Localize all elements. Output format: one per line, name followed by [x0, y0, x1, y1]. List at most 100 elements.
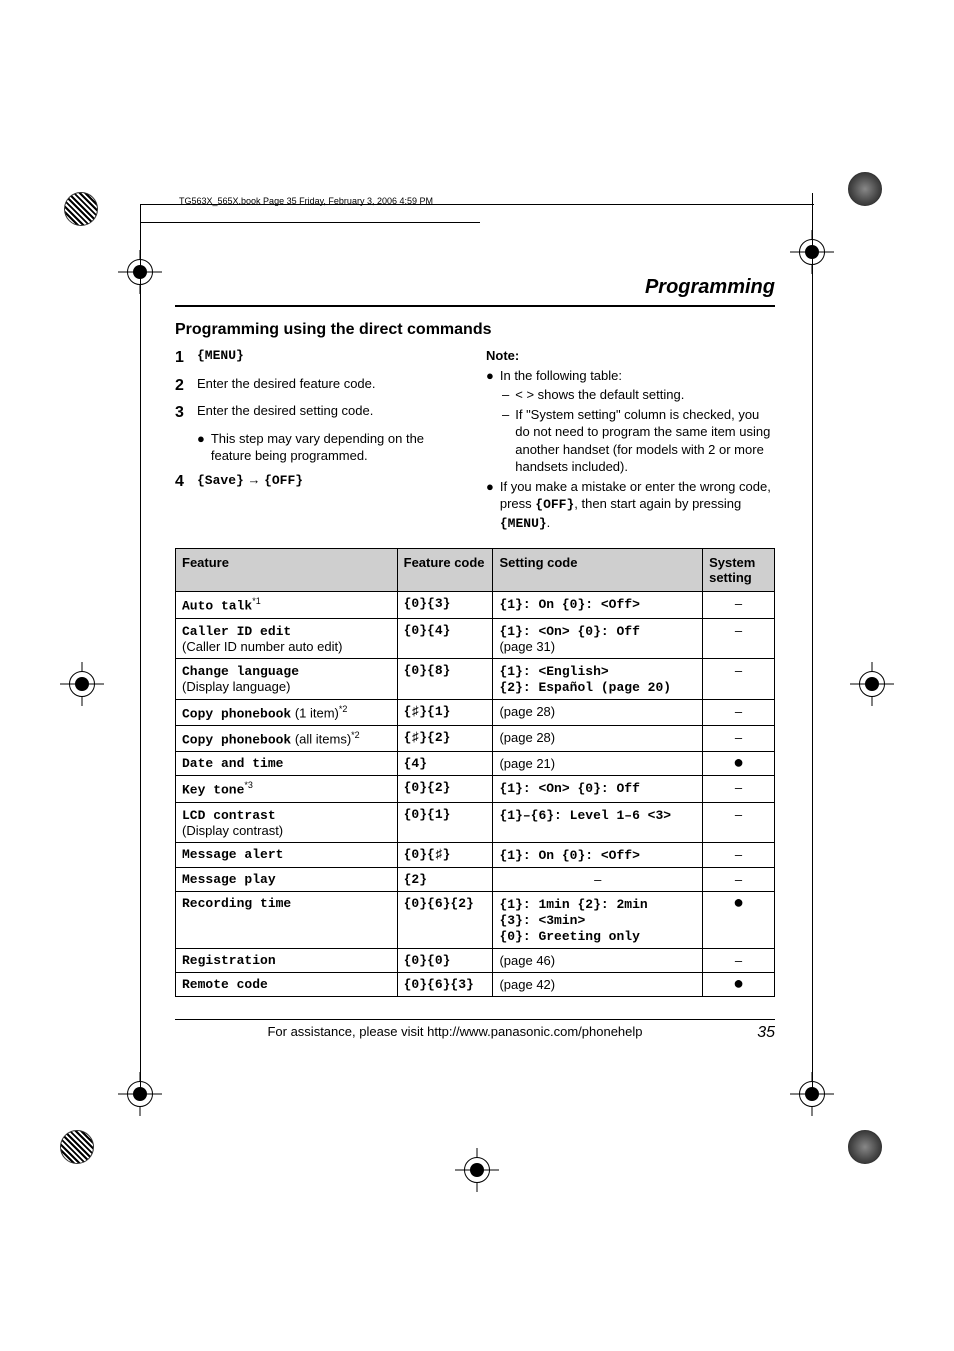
- r4-sub: (1 item): [291, 705, 339, 720]
- guide-left-full: [140, 270, 141, 1094]
- table-row: Message alert {0}{♯} {1}: On {0}: <Off> …: [176, 842, 775, 867]
- page-footer: For assistance, please visit http://www.…: [175, 1019, 775, 1042]
- r12-sys: –: [703, 948, 775, 972]
- guide-left: [140, 204, 141, 270]
- r8-code: {0}{1}: [397, 802, 493, 842]
- print-mark-tr-dark: [848, 172, 882, 206]
- r2-feature: Caller ID edit: [182, 624, 291, 639]
- step-3-sub-text: This step may vary depending on the feat…: [211, 430, 464, 465]
- step-4-save: {Save}: [197, 473, 244, 488]
- note-b1: ●In the following table:: [486, 367, 775, 385]
- intro-columns: 1 {MENU} 2 Enter the desired feature cod…: [175, 347, 775, 534]
- note-b1b-text: If "System setting" column is checked, y…: [515, 406, 775, 476]
- r13-feature: Remote code: [176, 972, 398, 996]
- r1-sup: *1: [252, 596, 261, 606]
- r7-code: {0}{2}: [397, 776, 493, 802]
- r12-setting: (page 46): [493, 948, 703, 972]
- th-code: Feature code: [397, 549, 493, 592]
- step-2-text: Enter the desired feature code.: [197, 375, 376, 397]
- r2-code: {0}{4}: [397, 618, 493, 658]
- table-row: Recording time {0}{6}{2} {1}: 1min {2}: …: [176, 891, 775, 948]
- r10-code: {2}: [397, 867, 493, 891]
- r2-sub: (Caller ID number auto edit): [182, 639, 342, 654]
- note-column: Note: ●In the following table: –< > show…: [486, 347, 775, 534]
- step-num-4: 4: [175, 471, 189, 493]
- r3-code: {0}{8}: [397, 658, 493, 699]
- table-row: Remote code {0}{6}{3} (page 42) ●: [176, 972, 775, 996]
- features-table: Feature Feature code Setting code System…: [175, 548, 775, 996]
- r7-setting: {1}: <On> {0}: Off: [499, 781, 639, 796]
- step-3-text: Enter the desired setting code.: [197, 402, 373, 424]
- print-mark-mr-cross: [850, 662, 894, 706]
- table-row: Date and time {4} (page 21) ●: [176, 752, 775, 776]
- r7-feature: Key tone: [182, 783, 244, 798]
- table-row: Copy phonebook (all items)*2 {♯}{2} (pag…: [176, 726, 775, 752]
- r5-setting: (page 28): [493, 726, 703, 752]
- r3-sys: –: [703, 658, 775, 699]
- note-b1-text: In the following table:: [500, 367, 622, 385]
- r11-sys: ●: [703, 891, 775, 948]
- guide-right-top: [812, 193, 813, 1093]
- r1-feature: Auto talk: [182, 599, 252, 614]
- r2-setting: {1}: <On> {0}: Off: [499, 624, 639, 639]
- r4-sup: *2: [339, 704, 348, 714]
- r4-feature: Copy phonebook: [182, 706, 291, 721]
- r9-code: {0}{♯}: [397, 842, 493, 867]
- r11-s1: {1}: 1min {2}: 2min: [499, 897, 647, 912]
- section-title: Programming: [175, 276, 775, 307]
- r4-sys: –: [703, 699, 775, 725]
- r2-ref: (page 31): [499, 639, 555, 654]
- note-b1a-text: < > shows the default setting.: [515, 386, 684, 404]
- r5-sup: *2: [351, 730, 360, 740]
- th-setting: Setting code: [493, 549, 703, 592]
- r7-sys: –: [703, 776, 775, 802]
- step-1: 1 {MENU}: [175, 347, 464, 369]
- r10-setting: –: [493, 867, 703, 891]
- book-header: TG563X_565X.book Page 35 Friday, Februar…: [179, 196, 775, 206]
- r9-sys: –: [703, 842, 775, 867]
- r12-feature: Registration: [176, 948, 398, 972]
- r3-s2: {2}: Español (page 20): [499, 680, 671, 695]
- print-mark-ml-cross: [60, 662, 104, 706]
- r4-code: {♯}{1}: [397, 699, 493, 725]
- r1-setting: {1}: On {0}: <Off>: [499, 597, 639, 612]
- r13-sys: ●: [703, 972, 775, 996]
- r8-feature: LCD contrast: [182, 808, 276, 823]
- step-num-1: 1: [175, 347, 189, 369]
- r6-setting: (page 21): [493, 752, 703, 776]
- note-heading: Note:: [486, 347, 775, 365]
- r8-sys: –: [703, 802, 775, 842]
- r11-feature: Recording time: [176, 891, 398, 948]
- th-feature: Feature: [176, 549, 398, 592]
- table-row: Copy phonebook (1 item)*2 {♯}{1} (page 2…: [176, 699, 775, 725]
- r12-code: {0}{0}: [397, 948, 493, 972]
- subsection-title: Programming using the direct commands: [175, 321, 775, 339]
- r9-setting: {1}: On {0}: <Off>: [499, 848, 639, 863]
- step-num-2: 2: [175, 375, 189, 397]
- r8-sub: (Display contrast): [182, 823, 283, 838]
- steps-column: 1 {MENU} 2 Enter the desired feature cod…: [175, 347, 464, 534]
- table-row: Auto talk*1 {0}{3} {1}: On {0}: <Off> –: [176, 592, 775, 618]
- r10-sys: –: [703, 867, 775, 891]
- print-mark-bc-cross: [455, 1148, 499, 1192]
- r11-s3: {0}: Greeting only: [499, 929, 639, 944]
- th-system: System setting: [703, 549, 775, 592]
- step-4: 4 {Save} → {OFF}: [175, 471, 464, 493]
- r8-setting: {1}–{6}: Level 1–6 <3>: [499, 808, 671, 823]
- r3-feature: Change language: [182, 664, 299, 679]
- step-3-sub: ● This step may vary depending on the fe…: [197, 430, 464, 465]
- note-b2-off: {OFF}: [535, 497, 574, 512]
- r10-feature: Message play: [176, 867, 398, 891]
- r5-sub: (all items): [291, 731, 351, 746]
- print-mark-bl-hatch: [60, 1130, 94, 1164]
- r2-sys: –: [703, 618, 775, 658]
- r5-feature: Copy phonebook: [182, 732, 291, 747]
- r9-feature: Message alert: [176, 842, 398, 867]
- step-4-off: {OFF}: [264, 473, 303, 488]
- r1-code: {0}{3}: [397, 592, 493, 618]
- r6-sys: ●: [703, 752, 775, 776]
- r1-sys: –: [703, 592, 775, 618]
- step-1-text: {MENU}: [197, 347, 244, 369]
- step-num-3: 3: [175, 402, 189, 424]
- r7-sup: *3: [244, 780, 253, 790]
